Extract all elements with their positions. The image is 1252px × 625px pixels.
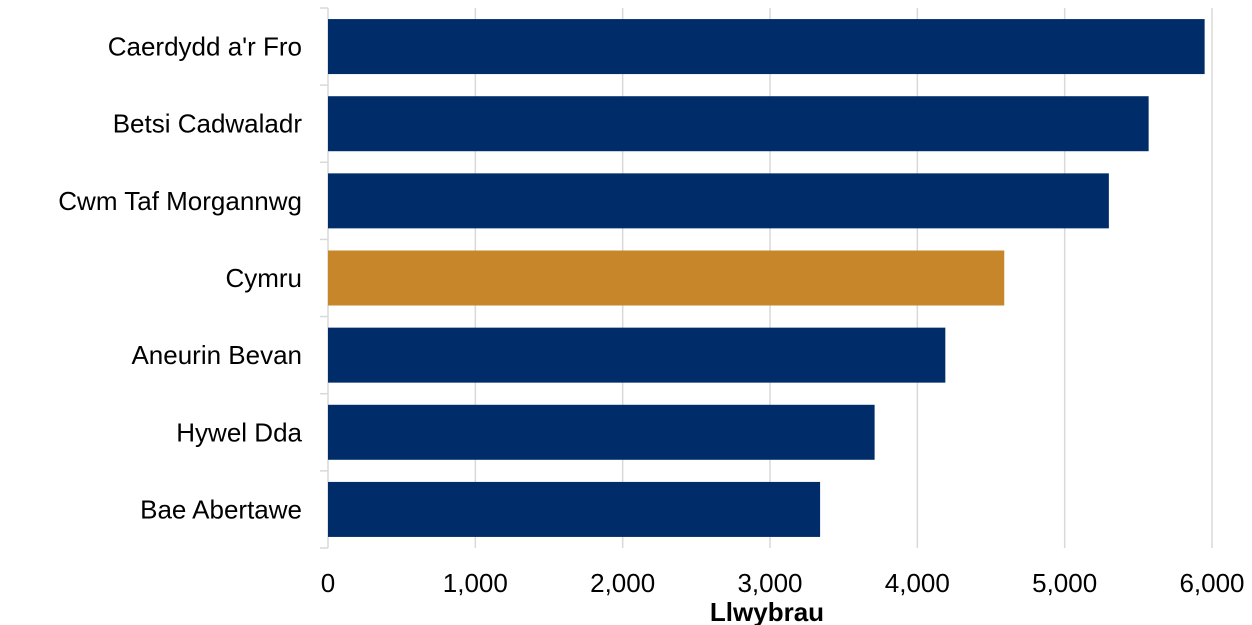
bars (328, 19, 1205, 537)
category-label: Hywel Dda (176, 417, 302, 447)
x-tick-label: 4,000 (885, 568, 950, 598)
bar (328, 481, 821, 537)
category-label: Bae Abertawe (140, 494, 302, 524)
bar (328, 327, 946, 383)
category-label: Cwm Taf Morgannwg (58, 186, 302, 216)
bar (328, 173, 1109, 229)
category-axis-ticks (320, 7, 329, 549)
category-label: Betsi Cadwaladr (113, 109, 303, 139)
bar (328, 19, 1205, 75)
bar (328, 250, 1005, 306)
category-label: Aneurin Bevan (131, 340, 302, 370)
x-tick-label: 3,000 (737, 568, 802, 598)
x-tick-label: 6,000 (1179, 568, 1244, 598)
x-tick-label: 1,000 (443, 568, 508, 598)
x-axis-tick-labels: 0 1,000 2,000 3,000 4,000 5,000 6,000 (321, 568, 1245, 598)
bar (328, 404, 875, 460)
x-tick-label: 5,000 (1032, 568, 1097, 598)
x-tick-label: 0 (321, 568, 335, 598)
bar (328, 96, 1149, 152)
x-axis-title: Llwybrau (710, 597, 824, 625)
category-label: Cymru (225, 263, 302, 293)
category-labels: Caerdydd a'r Fro Betsi Cadwaladr Cwm Taf M… (58, 32, 302, 525)
category-label: Caerdydd a'r Fro (108, 32, 302, 62)
x-tick-label: 2,000 (590, 568, 655, 598)
